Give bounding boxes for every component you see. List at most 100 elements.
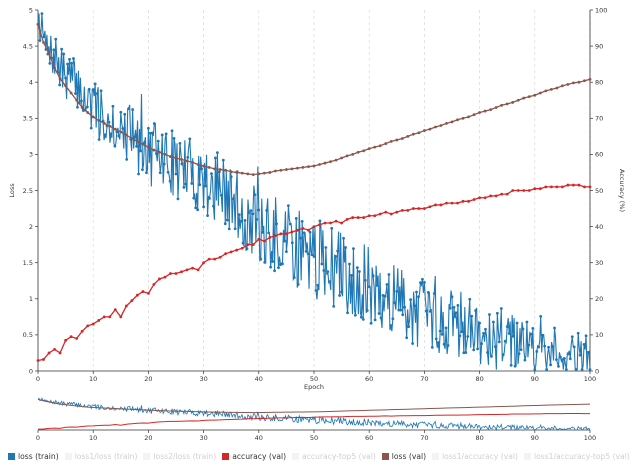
data-point (432, 292, 436, 295)
data-point (478, 111, 481, 114)
legend-item-loss1-loss-train[interactable]: loss1/loss (train) (64, 452, 137, 461)
data-point (301, 165, 305, 169)
data-point (180, 270, 183, 274)
data-point (391, 317, 395, 321)
data-point (533, 187, 537, 191)
y-tick-label: 4 (29, 79, 33, 87)
data-point (553, 326, 556, 330)
data-point (354, 313, 357, 317)
data-point (168, 179, 172, 183)
data-point (371, 274, 375, 278)
data-point (113, 127, 117, 131)
data-point (318, 223, 321, 227)
data-point (216, 151, 219, 155)
legend-item-loss1-accuracy-top5-val[interactable]: loss1/accuracy-top5 (val) (523, 452, 630, 461)
data-point (38, 39, 42, 42)
overview-x-tick-label: 10 (89, 434, 97, 442)
legend-item-loss-val[interactable]: loss (val) (381, 452, 426, 461)
data-point (214, 156, 217, 160)
data-point (115, 130, 119, 134)
data-point (428, 309, 432, 313)
legend-swatch (143, 452, 151, 460)
data-point (121, 127, 125, 130)
data-point (185, 159, 189, 163)
data-point (273, 234, 277, 238)
data-point (351, 216, 355, 219)
data-point (54, 37, 58, 41)
data-point (501, 353, 505, 357)
data-point (511, 189, 515, 192)
data-point (322, 269, 326, 272)
data-point (474, 309, 478, 312)
x-axis-title: Epoch (304, 383, 324, 391)
data-point (316, 283, 320, 287)
data-point (307, 165, 310, 169)
y2-tick-label: 40 (595, 223, 603, 231)
data-point (312, 225, 316, 229)
data-point (461, 116, 465, 120)
x-tick-label: 30 (199, 375, 207, 383)
data-point (218, 255, 222, 259)
legend-item-accuracy-top5-val[interactable]: accuracy-top5 (val) (292, 452, 376, 461)
data-point (549, 88, 553, 91)
data-point (217, 170, 221, 174)
legend-item-accuracy-val[interactable]: accuracy (val) (222, 452, 286, 461)
data-point (135, 293, 139, 297)
data-point (91, 322, 95, 326)
data-point (387, 273, 391, 276)
data-point (516, 189, 520, 192)
data-point (212, 204, 215, 208)
data-point (417, 207, 421, 210)
data-point (42, 358, 45, 361)
data-point (406, 208, 410, 212)
data-point (169, 155, 172, 158)
data-point (375, 283, 379, 287)
legend: loss (train) loss1/loss (train) loss2/lo… (8, 449, 636, 463)
data-point (583, 79, 586, 83)
legend-item-loss1-accuracy-val[interactable]: loss1/accuracy (val) (432, 452, 518, 461)
legend-swatch (432, 452, 440, 460)
data-point (450, 295, 454, 299)
data-point (119, 110, 123, 114)
y-tick-label: 3.5 (23, 115, 33, 123)
data-point (58, 351, 62, 355)
data-point (133, 135, 137, 139)
data-point (36, 23, 40, 26)
data-point (190, 182, 194, 185)
data-point (468, 297, 472, 301)
data-point (332, 304, 336, 308)
data-point (529, 332, 533, 336)
data-point (249, 209, 253, 213)
data-point (362, 149, 366, 153)
data-point (442, 342, 446, 346)
data-point (192, 196, 196, 200)
data-point (541, 333, 545, 337)
data-point (53, 66, 56, 70)
data-point (308, 230, 312, 234)
legend-item-loss-train[interactable]: loss (train) (8, 452, 59, 461)
data-point (456, 118, 459, 122)
data-point (40, 12, 44, 16)
data-point (424, 309, 428, 313)
data-point (483, 196, 487, 200)
y-tick-label: 1.5 (23, 259, 33, 267)
data-point (527, 95, 531, 99)
data-point (271, 260, 274, 263)
data-point (261, 230, 265, 234)
data-point (505, 325, 509, 329)
data-point (107, 120, 111, 124)
y-tick-label: 0.5 (23, 331, 33, 339)
data-point (74, 92, 77, 95)
data-point (460, 330, 464, 334)
overview-x-tick-label: 100 (584, 434, 596, 442)
data-point (564, 368, 568, 371)
data-point (102, 315, 106, 319)
data-point (378, 212, 382, 216)
data-point (415, 290, 418, 294)
data-point (582, 343, 586, 346)
data-point (124, 133, 128, 137)
overview-x-tick-label: 70 (420, 434, 428, 442)
y2-tick-label: 90 (595, 42, 603, 50)
data-point (407, 325, 411, 328)
legend-item-loss2-loss-train[interactable]: loss2/loss (train) (143, 452, 216, 461)
